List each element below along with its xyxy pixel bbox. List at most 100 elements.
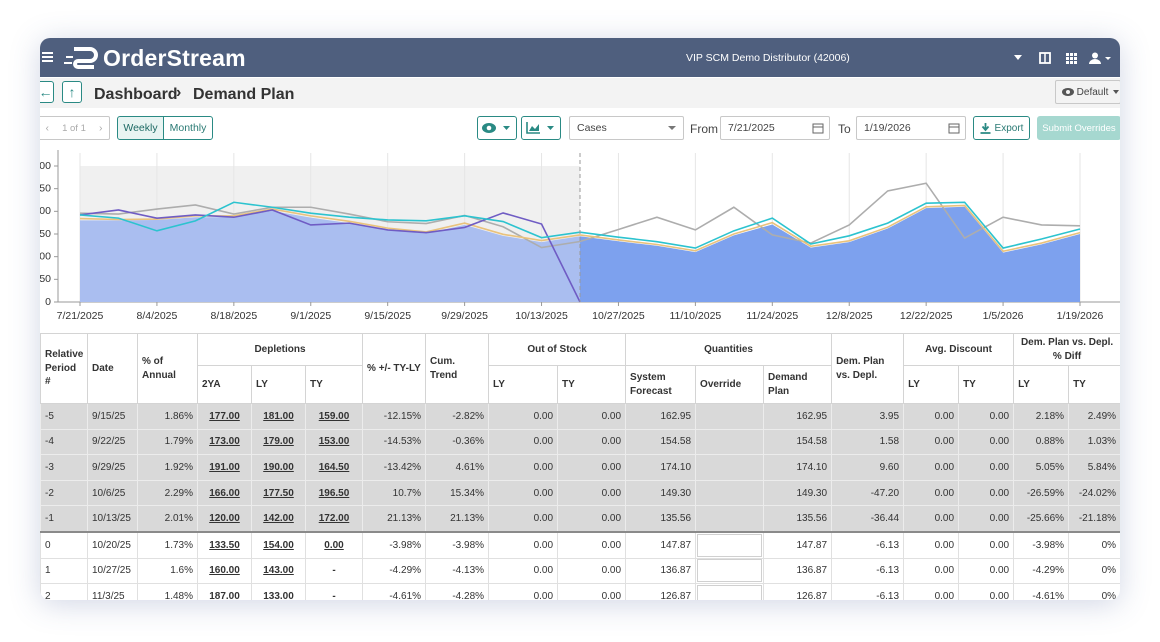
depletion-value[interactable]: 159.00 xyxy=(318,410,350,422)
table-cell: 133.50 xyxy=(197,531,252,559)
table-cell: -2 xyxy=(40,479,88,507)
depletion-value[interactable]: 120.00 xyxy=(209,513,240,525)
logo[interactable]: OrderStream xyxy=(103,45,246,71)
depletion-value[interactable]: 154.00 xyxy=(263,539,294,551)
table-cell: 0.00 xyxy=(557,583,627,600)
depletion-value[interactable]: 190.00 xyxy=(263,461,294,473)
chart-icon xyxy=(526,122,554,134)
from-date[interactable]: 7/21/2025 xyxy=(720,116,830,140)
table-row: 1 10/27/25 1.6% 160.00 143.00- -4.29% -4.13% 0.… xyxy=(40,557,1120,585)
column-header: Date xyxy=(87,333,138,404)
table-cell: 142.00 xyxy=(251,505,306,533)
eye-icon xyxy=(1062,88,1074,96)
depletion-value[interactable]: 133.50 xyxy=(209,539,240,551)
override-cell xyxy=(695,403,765,430)
table-cell: 120.00 xyxy=(197,505,252,533)
breadcrumb-item[interactable]: Dashboard xyxy=(94,86,178,103)
submit-button[interactable]: Submit Overrides xyxy=(1037,116,1120,140)
table-cell: -4.29% xyxy=(362,557,427,585)
next[interactable]: › xyxy=(98,122,103,134)
table-cell: 149.30 xyxy=(763,479,833,507)
x-tick-label: 11/10/2025 xyxy=(669,310,721,322)
table-row: -5 9/15/25 1.86% 177.00 181.00 159.00 -12.15% -… xyxy=(40,403,1120,430)
table-cell: 9/29/25 xyxy=(87,454,138,481)
depletion-value[interactable]: 142.00 xyxy=(263,513,294,525)
unit-select[interactable]: Cases xyxy=(569,116,684,140)
depletion-value: - xyxy=(332,590,336,600)
depletion-value[interactable]: 177.50 xyxy=(263,487,294,499)
depletion-value[interactable]: 160.00 xyxy=(209,565,240,577)
calendar-icon xyxy=(948,123,960,134)
table-cell: 2.49% xyxy=(1068,403,1120,430)
table-row: -4 9/22/25 1.79% 173.00 179.00 153.00 -14.53% -… xyxy=(40,428,1120,456)
table-cell: 143.00 xyxy=(251,557,306,585)
column-header: Demand Plan xyxy=(763,365,833,404)
depletion-value[interactable]: 177.00 xyxy=(209,410,240,422)
table-cell: 179.00 xyxy=(251,428,306,456)
export-button[interactable]: Export xyxy=(973,116,1030,140)
override-input[interactable] xyxy=(697,559,763,583)
depletion-value[interactable]: 133.00 xyxy=(263,590,294,600)
pager[interactable]: ‹ 1 of 1 › xyxy=(40,116,110,140)
table-cell: 9/22/25 xyxy=(87,428,138,456)
table-cell: -36.44 xyxy=(831,505,905,533)
x-tick-label: 12/22/2025 xyxy=(900,310,953,322)
override-cell[interactable] xyxy=(695,557,765,585)
depletion-value[interactable]: 166.00 xyxy=(209,487,240,499)
table-cell: 0.00 xyxy=(557,454,627,481)
depletion-value[interactable]: 143.00 xyxy=(263,565,294,577)
depletion-value[interactable]: 181.00 xyxy=(263,410,294,422)
table-cell: -12.15% xyxy=(362,403,427,430)
prev[interactable]: ‹ xyxy=(45,122,50,134)
override-cell xyxy=(695,454,765,481)
period-button[interactable]: Weekly xyxy=(117,116,164,140)
app-window: OrderStream VIP SCM Demo Distributor (42… xyxy=(40,38,1120,600)
visibility-button[interactable] xyxy=(477,116,517,140)
table-cell: 9.60 xyxy=(831,454,905,481)
table-cell: 2.18% xyxy=(1013,403,1070,430)
depletion-value[interactable]: 196.50 xyxy=(318,487,350,499)
column-group-header: Depletions xyxy=(196,333,364,366)
override-cell[interactable] xyxy=(695,583,765,600)
table-row: 0 10/20/25 1.73% 133.50 154.00 0.00 -3.98% -3.9… xyxy=(40,531,1120,559)
depletion-value[interactable]: 153.00 xyxy=(318,436,350,448)
override-cell xyxy=(695,479,765,507)
table-cell: 0.00 xyxy=(958,454,1015,481)
up-button[interactable]: ↑ xyxy=(62,81,82,103)
view-select[interactable]: Default xyxy=(1055,80,1120,104)
override-input[interactable] xyxy=(697,533,763,557)
depletion-value[interactable]: 173.00 xyxy=(209,436,240,448)
table-cell: -5 xyxy=(40,403,88,430)
series-line xyxy=(79,209,581,303)
table-cell: 153.00 xyxy=(304,428,364,456)
top-bar: OrderStream VIP SCM Demo Distributor (42… xyxy=(40,38,1120,77)
table-cell: 2 xyxy=(40,583,88,600)
column-group-header: Out of Stock xyxy=(488,333,627,366)
table-cell: -4.61% xyxy=(1013,583,1070,600)
depletion-value[interactable]: 164.50 xyxy=(318,461,350,473)
chart-type-button[interactable] xyxy=(521,116,561,140)
series-line xyxy=(79,204,1081,253)
depletion-value[interactable]: 172.00 xyxy=(318,513,350,525)
depletion-value[interactable]: 191.00 xyxy=(209,461,240,473)
table-cell: -3.98% xyxy=(1013,531,1070,559)
to-date[interactable]: 1/19/2026 xyxy=(856,116,966,140)
override-input[interactable] xyxy=(697,584,763,600)
table-cell: 0.00 xyxy=(958,531,1015,559)
to-label: To xyxy=(838,122,851,136)
chart: 7/21/2025 8/4/2025 8/18/2025 9/1/2025 9/15/2… xyxy=(40,150,1120,322)
header-icons[interactable] xyxy=(1012,52,1120,64)
override-cell[interactable] xyxy=(695,531,765,559)
column-header: LY xyxy=(488,365,559,404)
depletion-value[interactable]: 179.00 xyxy=(263,436,294,448)
menu-icon[interactable] xyxy=(42,51,54,63)
download-icon xyxy=(980,122,991,134)
table-cell: -24.02% xyxy=(1068,479,1120,507)
back-button[interactable]: ← xyxy=(40,81,54,103)
period-button[interactable]: Monthly xyxy=(163,116,213,140)
logo-icon xyxy=(64,47,98,69)
depletion-value[interactable]: 0.00 xyxy=(324,539,344,551)
y-tick-label: 250 xyxy=(40,182,51,194)
table-cell: 162.95 xyxy=(763,403,833,430)
depletion-value[interactable]: 187.00 xyxy=(209,590,240,600)
